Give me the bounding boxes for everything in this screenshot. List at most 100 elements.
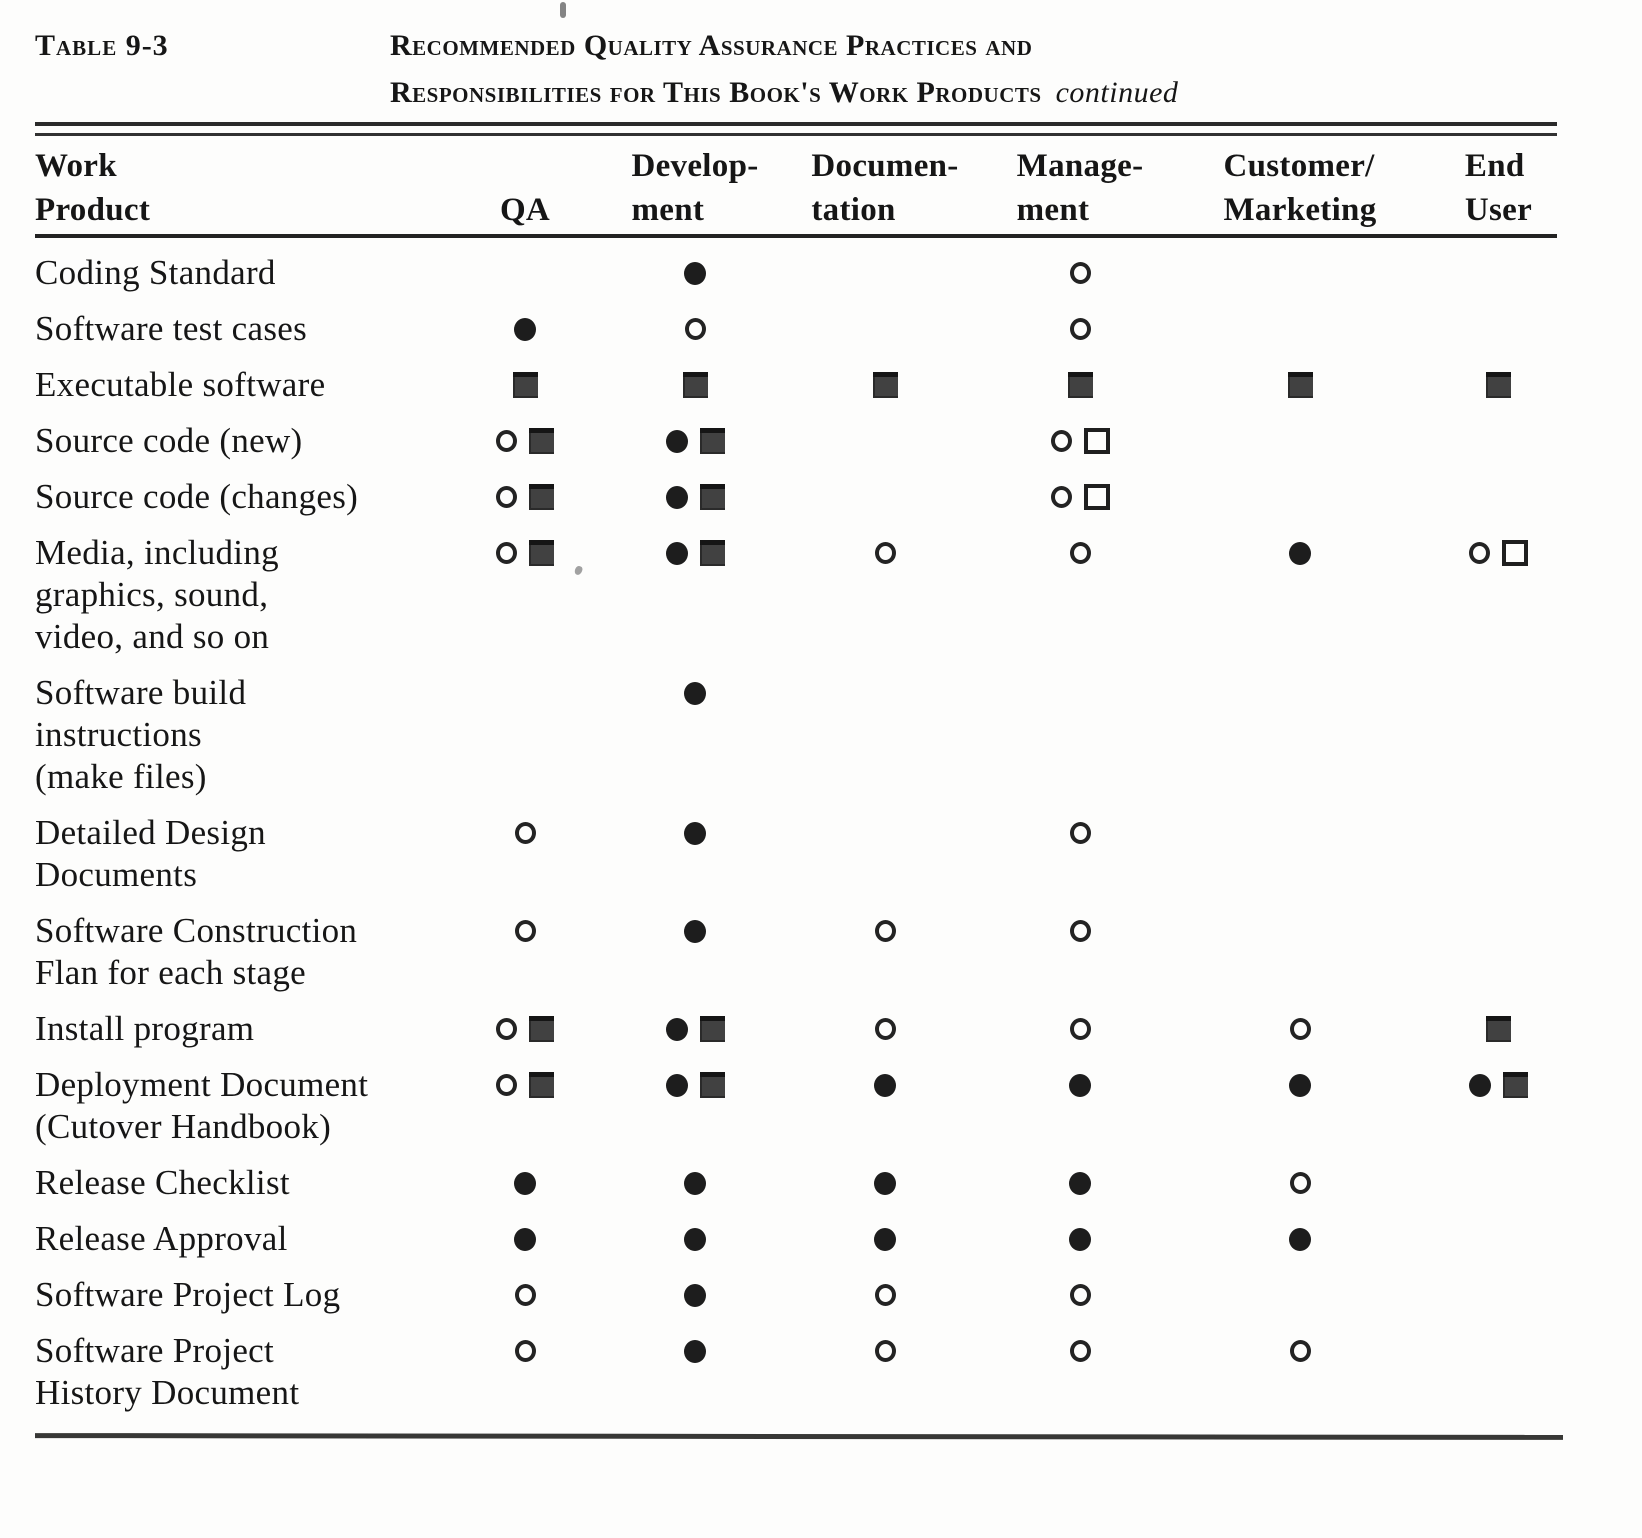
column-header-text: QA bbox=[500, 144, 550, 232]
work-product-label-line: Install program bbox=[35, 1009, 255, 1048]
responsibility-cell bbox=[1420, 476, 1577, 518]
responsibility-cell bbox=[1420, 1218, 1577, 1260]
responsibility-cell bbox=[600, 672, 790, 714]
responsibility-cell bbox=[790, 1218, 980, 1260]
responsibility-cell bbox=[450, 420, 600, 462]
responsibility-cell bbox=[980, 1274, 1180, 1316]
responsibility-cell bbox=[1180, 1008, 1420, 1050]
filled-circle-icon bbox=[665, 541, 688, 565]
table-row: Detailed Design Documents bbox=[35, 798, 1614, 896]
filled-square-icon bbox=[1067, 372, 1093, 398]
responsibility-cell bbox=[600, 308, 790, 350]
work-product-label-line: Software Project bbox=[35, 1331, 275, 1370]
responsibility-cell bbox=[600, 532, 790, 574]
column-header-line: QA bbox=[499, 192, 551, 228]
work-product-label: Software test cases bbox=[35, 308, 450, 350]
table-row: Software test cases bbox=[35, 294, 1614, 350]
column-header-text: Customer/Marketing bbox=[1223, 144, 1376, 232]
open-circle-icon bbox=[874, 1018, 896, 1040]
responsibility-cell bbox=[600, 1008, 790, 1050]
open-circle-icon bbox=[1069, 822, 1091, 844]
table-row: Software Project Log bbox=[35, 1260, 1614, 1316]
responsibility-cell bbox=[790, 1330, 980, 1372]
table-title-line-2: Responsibilities for This Book's Work Pr… bbox=[390, 69, 1178, 116]
column-header-line: Marketing bbox=[1223, 192, 1377, 228]
filled-circle-icon bbox=[874, 1073, 896, 1097]
responsibility-cell bbox=[790, 812, 980, 854]
responsibility-cell bbox=[980, 812, 1180, 854]
responsibility-cell bbox=[980, 1064, 1180, 1106]
continued-label: continued bbox=[1055, 76, 1179, 109]
column-header-line: Develop- bbox=[631, 148, 759, 184]
filled-circle-icon bbox=[1289, 1227, 1311, 1251]
responsibility-cell bbox=[980, 252, 1180, 294]
open-circle-icon bbox=[496, 1074, 517, 1096]
column-header-text: End User bbox=[1465, 144, 1532, 232]
table-row: Source code (changes) bbox=[35, 462, 1614, 518]
responsibility-cell bbox=[790, 910, 980, 952]
column-header-line: User bbox=[1464, 192, 1533, 228]
responsibility-cell bbox=[980, 364, 1180, 406]
responsibility-cell bbox=[980, 476, 1180, 518]
responsibility-cell bbox=[1180, 364, 1420, 406]
responsibility-cell bbox=[1180, 672, 1420, 714]
responsibility-cell bbox=[1420, 1162, 1577, 1204]
column-header: Work Product bbox=[35, 144, 450, 232]
column-header: End User bbox=[1420, 144, 1577, 232]
filled-circle-icon bbox=[684, 919, 706, 943]
responsibility-cell bbox=[790, 364, 980, 406]
column-header-line bbox=[500, 144, 550, 188]
responsibility-cell bbox=[450, 812, 600, 854]
responsibility-cell bbox=[1180, 308, 1420, 350]
work-product-label-line: Flan for each stage bbox=[35, 953, 307, 992]
responsibility-cell bbox=[980, 1008, 1180, 1050]
work-product-label: Release Approval bbox=[35, 1218, 450, 1260]
work-product-label-line: Software test cases bbox=[35, 309, 307, 348]
work-product-label: Source code (changes) bbox=[35, 476, 450, 518]
responsibility-cell bbox=[980, 910, 1180, 952]
open-circle-icon bbox=[496, 1018, 517, 1040]
work-product-label: Detailed Design Documents bbox=[35, 812, 450, 896]
filled-circle-icon bbox=[874, 1171, 896, 1195]
work-product-label-line: Software build bbox=[35, 673, 247, 712]
responsibility-cell bbox=[450, 476, 600, 518]
column-header-line: Customer/ bbox=[1223, 148, 1375, 184]
filled-circle-icon bbox=[684, 821, 706, 845]
table-title-line-1: Recommended Quality Assurance Practices … bbox=[390, 22, 1178, 69]
open-circle-icon bbox=[1289, 1340, 1311, 1362]
responsibility-cell bbox=[600, 1330, 790, 1372]
column-header-line: tation bbox=[811, 192, 896, 228]
responsibility-cell bbox=[600, 1162, 790, 1204]
work-product-label: Deployment Document (Cutover Handbook) bbox=[35, 1064, 450, 1148]
responsibility-cell bbox=[450, 532, 600, 574]
work-product-label-line: Deployment Document bbox=[35, 1065, 369, 1104]
filled-square-icon bbox=[529, 1072, 554, 1098]
responsibility-cell bbox=[450, 308, 600, 350]
open-circle-icon bbox=[1050, 486, 1072, 508]
responsibility-cell bbox=[600, 910, 790, 952]
open-circle-icon bbox=[1050, 430, 1072, 452]
work-product-label: Executable software bbox=[35, 364, 450, 406]
filled-square-icon bbox=[1486, 372, 1511, 398]
open-circle-icon bbox=[1289, 1018, 1311, 1040]
responsibility-cell bbox=[600, 1218, 790, 1260]
responsibility-cell bbox=[1420, 308, 1577, 350]
work-product-label-line: Executable software bbox=[35, 365, 326, 404]
work-product-label: Coding Standard bbox=[35, 252, 450, 294]
open-circle-icon bbox=[1069, 542, 1091, 564]
work-product-label-line: Software Project Log bbox=[35, 1275, 341, 1314]
column-header: Develop-ment bbox=[600, 144, 790, 232]
responsibility-cell bbox=[1180, 1162, 1420, 1204]
filled-circle-icon bbox=[514, 1227, 536, 1251]
filled-circle-icon bbox=[684, 681, 706, 705]
table-row: Software build instructions (make files) bbox=[35, 658, 1614, 798]
responsibility-cell bbox=[1180, 420, 1420, 462]
work-product-label-line: Detailed Design bbox=[35, 813, 266, 852]
filled-square-icon bbox=[1287, 372, 1313, 398]
open-circle-icon bbox=[1069, 262, 1091, 284]
work-product-label-line: Software Construction bbox=[35, 911, 358, 950]
open-circle-icon bbox=[684, 318, 706, 340]
table-row: Executable software bbox=[35, 350, 1614, 406]
filled-circle-icon bbox=[514, 1171, 536, 1195]
responsibility-cell bbox=[1180, 532, 1420, 574]
